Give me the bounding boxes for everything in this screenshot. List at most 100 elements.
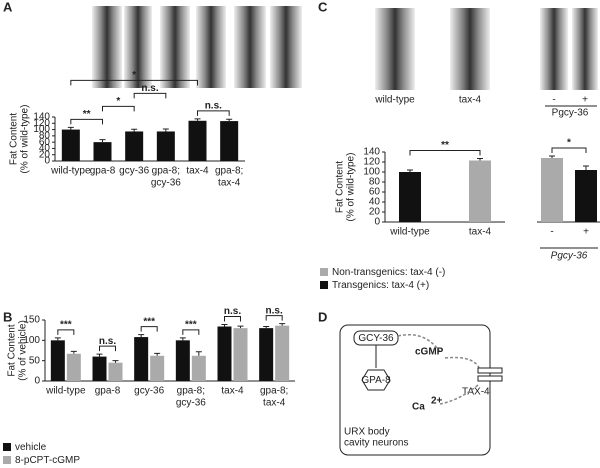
image-label: Pgcy-36: [552, 108, 589, 119]
calcium-arrow: [439, 384, 479, 405]
y-axis-label: (% of wild-type): [20, 105, 31, 174]
significance-bracket: [102, 105, 135, 112]
cell-outline: [339, 324, 491, 456]
significance-label: *: [116, 96, 120, 107]
worm-images: [92, 6, 598, 90]
significance-bracket: [224, 315, 241, 322]
significance-bracket: [182, 329, 200, 335]
image-label: -: [552, 95, 555, 106]
error-bar: [96, 353, 103, 357]
x-tick-label: tax-4: [263, 398, 286, 409]
error-bar: [138, 334, 145, 338]
y-tick-label: 80: [369, 177, 381, 188]
y-tick-label: 20: [369, 207, 381, 218]
legend-label: Non-transgenics: tax-4 (-): [332, 267, 445, 278]
error-bar: [99, 139, 106, 143]
error-bar: [154, 352, 161, 356]
significance-bracket: [197, 110, 230, 116]
channel-arrow: [444, 356, 481, 371]
calcium-charge: 2+: [431, 396, 443, 407]
significance-bracket: [551, 147, 587, 153]
worm-image: [92, 6, 122, 88]
x-tick-label: tax-4: [221, 386, 244, 397]
significance-label: n.s.: [266, 305, 283, 316]
y-tick-label: 40: [369, 197, 381, 208]
error-bar: [407, 169, 413, 172]
y-tick-label: 120: [363, 157, 380, 168]
x-tick-label: gcy-36: [134, 386, 164, 397]
significance-bracket: [57, 329, 75, 335]
bar: [188, 120, 207, 161]
y-tick-label: 60: [39, 137, 51, 148]
x-tick-label: gpa-8: [90, 166, 116, 177]
cell-label: URX body: [344, 427, 390, 438]
cgmp-label: cGMP: [415, 347, 444, 358]
bar: [259, 328, 274, 381]
bar: [150, 355, 165, 381]
error-bar: [237, 325, 244, 329]
legend-label: Transgenics: tax-4 (+): [332, 280, 429, 291]
bar: [93, 142, 112, 161]
bar: [108, 362, 123, 381]
worm-image: [375, 8, 415, 90]
significance-label: n.s.: [224, 306, 241, 317]
bar: [275, 325, 290, 381]
significance-label: **: [83, 109, 91, 120]
y-axis-label: Fat Content: [335, 161, 346, 213]
bar: [191, 355, 206, 381]
significance-bracket: [133, 92, 167, 99]
legend-label: vehicle: [15, 442, 47, 453]
y-axis-label: Fat Content: [7, 324, 18, 376]
worm-image: [196, 6, 226, 88]
significance-label: n.s.: [205, 101, 222, 112]
significance-label: ***: [143, 316, 155, 327]
error-bar: [195, 351, 202, 356]
significance-bracket: [265, 315, 283, 321]
bar: [233, 328, 248, 381]
y-tick-label: 100: [33, 124, 50, 135]
gpa-hexagon: [361, 369, 391, 391]
cell-label: cavity neurons: [344, 438, 408, 449]
gcy-label: GCY-36: [358, 333, 394, 344]
y-tick-label: 150: [23, 315, 40, 326]
panel-label: D: [318, 309, 327, 324]
worm-image: [124, 6, 152, 88]
error-bar: [70, 350, 77, 354]
x-tick-label: gcy-36: [119, 166, 149, 177]
bar: [217, 326, 232, 381]
significance-bracket: [409, 150, 481, 156]
significance-label: ***: [60, 320, 72, 331]
significance-label: n.s.: [141, 83, 158, 94]
error-bar: [549, 155, 555, 158]
x-tick-label: gcy-36: [176, 398, 206, 409]
x-tick-label: gpa-8;: [215, 166, 243, 177]
bar: [125, 131, 144, 161]
significance-label: **: [441, 140, 449, 151]
y-tick-label: 0: [374, 217, 380, 228]
bar: [541, 158, 563, 222]
y-tick-label: 140: [363, 147, 380, 158]
y-axis-label: (% of vehicle): [18, 320, 29, 381]
y-tick-label: 20: [39, 149, 51, 160]
y-tick-label: 140: [33, 112, 50, 123]
y-tick-label: 0: [34, 376, 40, 387]
bar: [399, 172, 421, 222]
x-tick-label: -: [550, 227, 553, 238]
panel-label: B: [3, 309, 12, 324]
worm-image: [572, 8, 598, 90]
x-tick-label: tax-4: [469, 227, 492, 238]
legend-label: 8-pCPT-cGMP: [15, 455, 80, 466]
image-label: wild-type: [374, 95, 415, 106]
significance-label: *: [567, 138, 571, 149]
bar: [469, 160, 491, 222]
y-axis-label: Fat Content: [9, 113, 20, 165]
significance-bracket: [140, 326, 158, 332]
image-label: +: [582, 95, 588, 106]
x-tick-label: gpa-8;: [152, 166, 180, 177]
bar: [92, 356, 107, 381]
error-bar: [54, 337, 61, 341]
calcium-label: Ca: [412, 402, 425, 413]
channel: [477, 375, 503, 382]
legend-swatch: [320, 281, 328, 289]
y-tick-label: 80: [39, 130, 51, 141]
